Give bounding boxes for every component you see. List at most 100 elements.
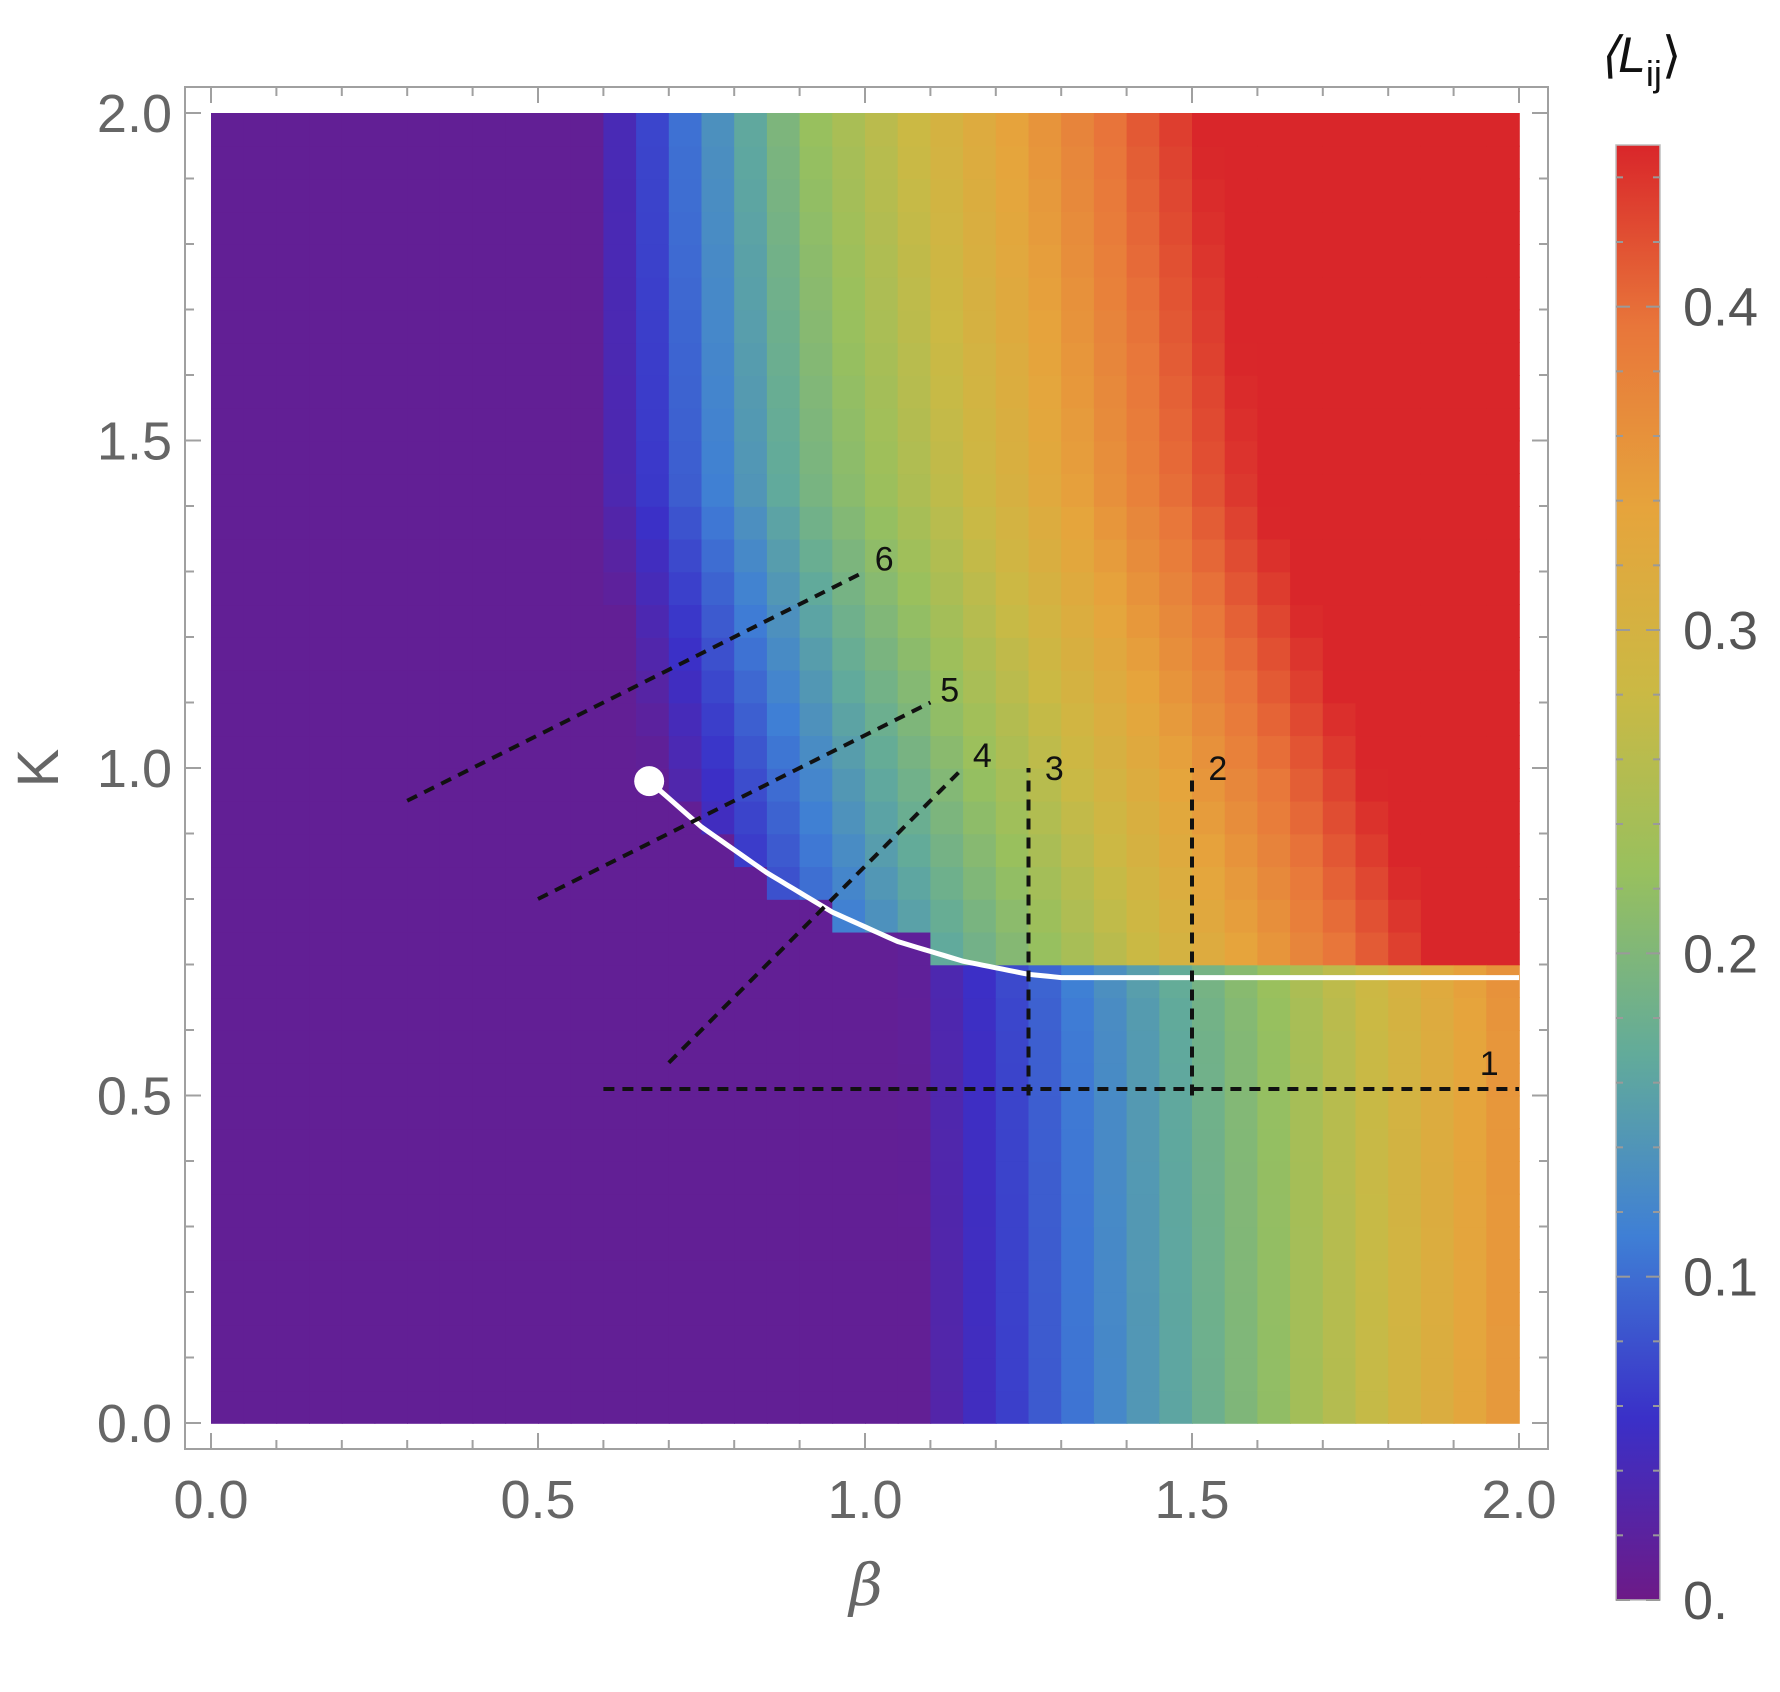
heatmap-cell <box>341 669 376 704</box>
heatmap-cell <box>1192 866 1226 900</box>
heatmap-cell <box>1159 1259 1193 1293</box>
heatmap-cell <box>930 997 964 1031</box>
heatmap-cell <box>636 1193 670 1228</box>
heatmap-cell <box>1486 899 1520 933</box>
heatmap-cell <box>243 866 278 900</box>
heatmap-cell <box>1224 244 1259 278</box>
heatmap-cell <box>1355 1226 1389 1261</box>
heatmap-cell <box>799 637 834 671</box>
path-4-line <box>667 766 965 1065</box>
heatmap-cell <box>734 407 768 442</box>
heatmap-cell <box>799 1259 834 1293</box>
heatmap-cell <box>1486 244 1520 278</box>
heatmap-cell <box>1061 931 1095 966</box>
heatmap-cell <box>1126 276 1161 311</box>
heatmap-cell <box>1192 669 1226 704</box>
heatmap-cell <box>1192 440 1226 475</box>
heatmap-cell <box>374 735 408 769</box>
heatmap-cell <box>603 866 637 900</box>
heatmap-cell <box>1290 931 1324 966</box>
heatmap-cell <box>538 1062 572 1097</box>
heatmap-cell <box>341 768 376 802</box>
heatmap-cell <box>1159 309 1193 344</box>
heatmap-cell <box>1322 1292 1357 1326</box>
heatmap-cell <box>1322 1324 1357 1359</box>
heatmap-cell <box>439 1161 474 1195</box>
heatmap-cell <box>341 604 376 638</box>
heatmap-cell <box>603 473 637 507</box>
heatmap-cell <box>930 571 964 606</box>
heatmap-cell <box>1322 1030 1357 1064</box>
heatmap-cell <box>701 178 735 213</box>
heatmap-cell <box>995 1357 1030 1392</box>
heatmap-cell <box>1290 1128 1324 1162</box>
heatmap-cell <box>309 375 343 409</box>
heatmap-cell <box>374 178 408 213</box>
colorbar-bar <box>1615 144 1661 1601</box>
heatmap-cell <box>1322 506 1357 540</box>
heatmap-cell <box>1355 833 1389 868</box>
heatmap-cell <box>1355 800 1389 835</box>
heatmap-cell <box>309 1324 343 1359</box>
heatmap-cell <box>1290 571 1324 606</box>
heatmap-cell <box>374 538 408 573</box>
heatmap-cell <box>766 211 801 245</box>
heatmap-cell <box>1093 800 1128 835</box>
heatmap-cell <box>1224 1324 1259 1359</box>
heatmap-cell <box>1126 244 1161 278</box>
heatmap-cell <box>1061 309 1095 344</box>
heatmap-cell <box>1061 506 1095 540</box>
heatmap-cell <box>1290 800 1324 835</box>
heatmap-cell <box>505 178 539 213</box>
heatmap-cell <box>832 473 866 507</box>
colorbar-tick-label: 0.1 <box>1683 1248 1758 1308</box>
heatmap-cell <box>1061 1292 1095 1326</box>
heatmap-cell <box>1453 1030 1488 1064</box>
heatmap-cell <box>211 407 245 442</box>
heatmap-cell <box>505 833 539 868</box>
heatmap-cell <box>897 866 932 900</box>
heatmap-cell <box>374 931 408 966</box>
heatmap-cell <box>276 538 310 573</box>
heatmap-cell <box>1322 113 1357 147</box>
heatmap-cell <box>1028 473 1062 507</box>
heatmap-cell <box>538 538 572 573</box>
heatmap-cell <box>407 440 441 475</box>
heatmap-cell <box>1355 637 1389 671</box>
heatmap-cell <box>603 604 637 638</box>
heatmap-cell <box>668 276 703 311</box>
heatmap-cell <box>1257 669 1291 704</box>
heatmap-cell <box>701 375 735 409</box>
heatmap-cell <box>407 800 441 835</box>
colorbar-title-main: ⟨L <box>1599 27 1646 83</box>
heatmap-cell <box>1061 1128 1095 1162</box>
heatmap-cell <box>1420 407 1455 442</box>
heatmap-cell <box>538 375 572 409</box>
heatmap-cell <box>472 538 507 573</box>
heatmap-cell <box>799 1062 834 1097</box>
heatmap-cell <box>439 833 474 868</box>
heatmap-cell <box>832 1390 866 1424</box>
heatmap-cell <box>374 1128 408 1162</box>
heatmap-cell <box>1322 1062 1357 1097</box>
heatmap-cell <box>538 1161 572 1195</box>
heatmap-cell <box>570 1128 605 1162</box>
heatmap-cell <box>276 768 310 802</box>
heatmap-cell <box>341 440 376 475</box>
heatmap-cell <box>341 1193 376 1228</box>
heatmap-cell <box>1093 440 1128 475</box>
heatmap-cell <box>897 1128 932 1162</box>
heatmap-cell <box>505 1062 539 1097</box>
heatmap-cell <box>1192 833 1226 868</box>
heatmap-cell <box>1322 1390 1357 1424</box>
heatmap-cell <box>1192 1128 1226 1162</box>
heatmap-cell <box>995 702 1030 737</box>
heatmap-cell <box>897 997 932 1031</box>
heatmap-cell <box>1159 113 1193 147</box>
heatmap-cell <box>963 1292 997 1326</box>
heatmap-cell <box>1420 1226 1455 1261</box>
heatmap-cell <box>963 1095 997 1130</box>
heatmap-cell <box>1192 637 1226 671</box>
heatmap-cell <box>374 375 408 409</box>
heatmap-cell <box>963 899 997 933</box>
